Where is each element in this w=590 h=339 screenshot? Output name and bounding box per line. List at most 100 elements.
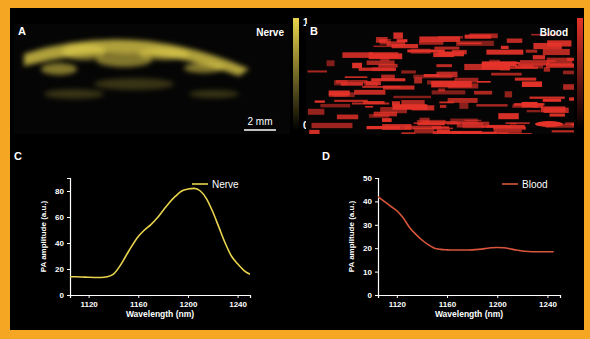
texture xyxy=(420,118,430,124)
texture xyxy=(440,105,446,108)
tick-mark xyxy=(67,191,70,192)
texture xyxy=(494,129,522,132)
texture xyxy=(474,91,492,95)
texture xyxy=(414,77,422,83)
texture xyxy=(354,90,385,95)
texture xyxy=(439,101,454,103)
texture xyxy=(371,78,405,81)
axis-line xyxy=(67,179,71,296)
panel-label: A xyxy=(18,25,26,37)
texture xyxy=(382,118,392,122)
texture xyxy=(544,67,550,72)
texture xyxy=(24,40,249,76)
tick-label: 1120 xyxy=(389,300,407,309)
tick: 0 xyxy=(60,291,70,300)
tick: 30 xyxy=(363,221,378,230)
texture xyxy=(337,115,358,120)
texture xyxy=(565,122,574,125)
texture xyxy=(438,88,445,91)
tick-mark xyxy=(397,295,398,298)
line-chart: 112011601200124001020304050Wavelength (n… xyxy=(322,150,561,319)
texture xyxy=(434,47,459,50)
x-axis-title: Wavelength (nm) xyxy=(126,309,194,319)
tick-mark xyxy=(238,295,239,298)
texture xyxy=(380,39,391,45)
texture xyxy=(533,55,545,59)
line-chart: 1120116012001240020406080Wavelength (nm)… xyxy=(14,150,251,319)
axis-line xyxy=(379,296,561,299)
border xyxy=(0,0,590,339)
plot-area xyxy=(378,197,554,252)
tick-label: 0 xyxy=(368,291,373,300)
tick-mark xyxy=(67,217,70,218)
legend: Nerve xyxy=(192,179,239,190)
texture xyxy=(462,122,483,128)
texture xyxy=(44,89,104,99)
texture xyxy=(380,107,407,113)
texture xyxy=(365,106,373,108)
image-title: Blood xyxy=(540,27,568,38)
panel-label: C xyxy=(14,150,22,162)
texture xyxy=(392,101,400,105)
tick-label: 20 xyxy=(55,265,64,274)
tick-mark xyxy=(497,295,498,298)
texture xyxy=(382,124,411,130)
tick-label: 1240 xyxy=(229,300,247,309)
tick: 20 xyxy=(55,265,70,274)
y-axis: 01020304050 xyxy=(363,174,378,300)
texture xyxy=(41,63,77,75)
texture xyxy=(362,86,400,88)
y-axis: 0 20 40 60 80 xyxy=(55,179,70,301)
tick-mark xyxy=(375,295,378,296)
texture xyxy=(550,64,574,66)
texture xyxy=(352,102,389,104)
texture xyxy=(457,122,489,128)
texture xyxy=(547,58,573,64)
tick-label: 40 xyxy=(55,239,64,248)
tick-label: 1160 xyxy=(130,300,148,309)
texture xyxy=(550,113,565,116)
tick-mark xyxy=(375,225,378,226)
legend: Blood xyxy=(502,179,548,190)
texture xyxy=(414,129,434,133)
tick-mark xyxy=(375,201,378,202)
texture xyxy=(397,39,408,42)
tick-mark xyxy=(375,248,378,249)
texture xyxy=(456,41,494,46)
texture xyxy=(433,52,454,57)
tick: 50 xyxy=(363,174,378,183)
tick: 1200 xyxy=(489,295,507,309)
texture xyxy=(309,130,319,134)
scale-bar xyxy=(244,129,276,131)
texture xyxy=(457,43,481,45)
tick-label: 1160 xyxy=(439,300,457,309)
tick: 1160 xyxy=(130,295,148,309)
tick: 1240 xyxy=(229,295,247,309)
x-axis-title: Wavelength (nm) xyxy=(435,309,503,319)
texture xyxy=(465,120,482,122)
texture xyxy=(327,60,335,66)
axis-line xyxy=(71,296,251,299)
image-title: Nerve xyxy=(256,27,284,38)
tick-mark xyxy=(67,295,70,296)
legend-swatch xyxy=(502,183,518,185)
texture xyxy=(501,46,509,49)
texture xyxy=(308,109,324,115)
tick: 40 xyxy=(363,197,378,206)
tick: 60 xyxy=(55,213,70,222)
figure: ANerve2 mm01BBlood1120116012001240020406… xyxy=(0,0,590,339)
texture xyxy=(522,81,542,87)
tick-label: 1200 xyxy=(489,300,507,309)
texture xyxy=(352,63,362,68)
panel-background xyxy=(10,8,584,330)
texture xyxy=(563,84,574,90)
tick-label: 1120 xyxy=(80,300,98,309)
colorbar xyxy=(577,18,583,130)
texture xyxy=(527,110,541,112)
tick: 80 xyxy=(55,187,70,196)
tick-mark xyxy=(67,269,70,270)
tick-label: 10 xyxy=(363,268,372,277)
data-line xyxy=(378,197,554,252)
tick-mark xyxy=(138,295,139,298)
texture xyxy=(477,81,491,83)
